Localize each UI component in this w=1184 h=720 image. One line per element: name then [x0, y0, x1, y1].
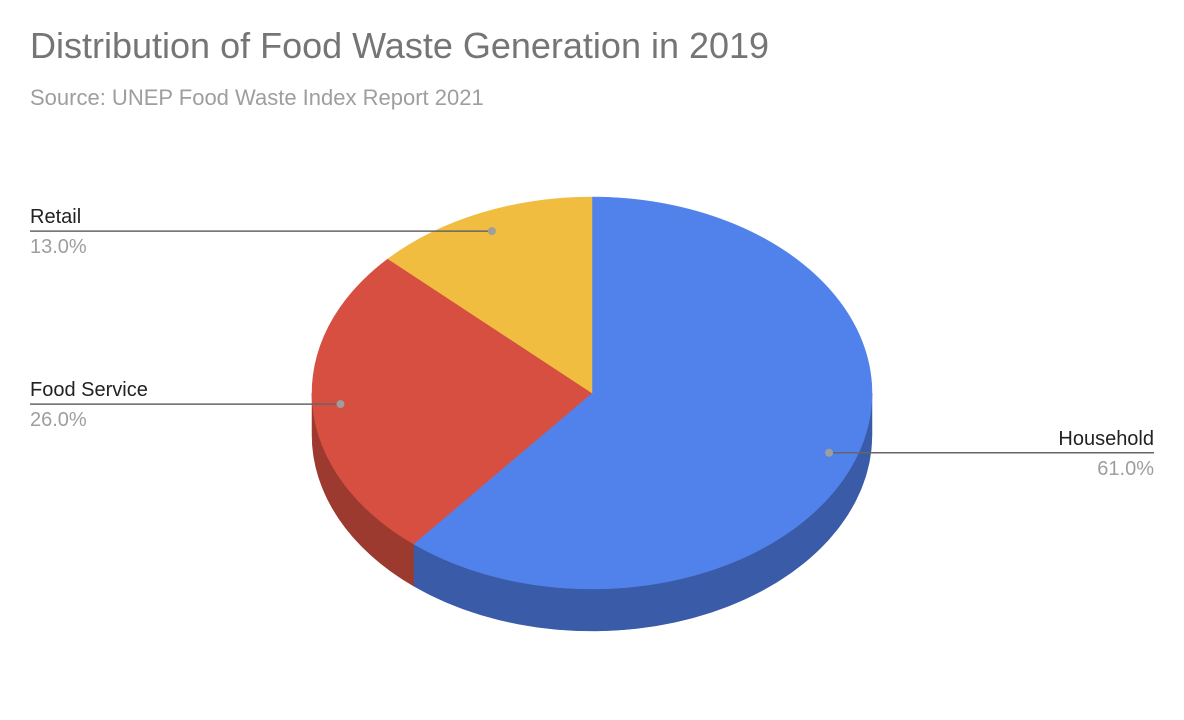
slice-value-household: 61.0%	[1097, 458, 1154, 480]
chart-title: Distribution of Food Waste Generation in…	[30, 25, 769, 66]
leader-dot-food-service	[336, 400, 345, 409]
pie-label-retail: Retail 13.0%	[30, 206, 496, 258]
slice-label-retail: Retail	[30, 206, 81, 228]
pie-slice-food-service[interactable]	[311, 258, 593, 545]
pie-label-household: Household 61.0%	[825, 428, 1154, 480]
slice-value-food-service: 26.0%	[30, 409, 87, 431]
slice-label-food-service: Food Service	[30, 379, 148, 401]
pie-label-food-service: Food Service 26.0%	[30, 379, 345, 431]
leader-dot-household	[825, 448, 834, 457]
pie-labels: Household 61.0% Food Service 26.0% Retail 13.…	[30, 206, 1154, 480]
leader-dot-retail	[487, 227, 496, 236]
slice-value-retail: 13.0%	[30, 236, 87, 258]
pie-slice-retail[interactable]	[387, 196, 593, 394]
pie-slices	[311, 196, 873, 590]
chart-subtitle: Source: UNEP Food Waste Index Report 202…	[30, 85, 484, 110]
pie-slice-household[interactable]	[413, 196, 873, 590]
slice-label-household: Household	[1058, 428, 1154, 450]
